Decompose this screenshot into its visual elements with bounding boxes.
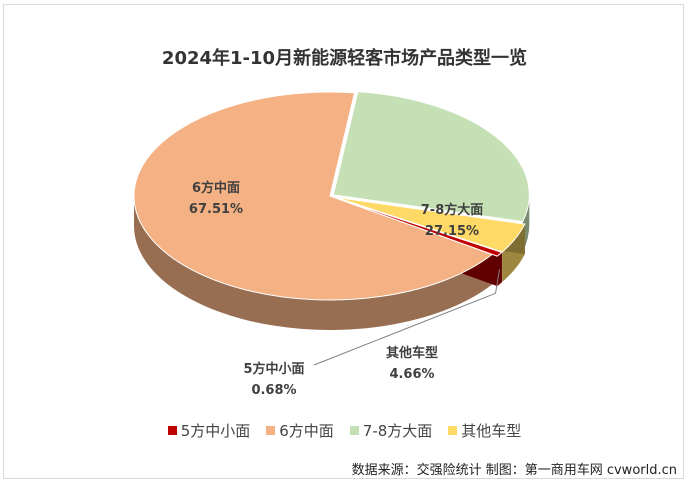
leader-line-1 — [313, 269, 501, 366]
data-label-value-4: 4.66% — [389, 367, 434, 382]
source-note: 数据来源：交强险统计 制图：第一商用车网 cvworld.cn — [351, 463, 677, 478]
legend-swatch-2 — [266, 426, 276, 435]
data-label-category-1: 5方中小面 — [243, 361, 304, 377]
data-label-value-3: 27.15% — [425, 224, 479, 239]
chart-legend: 5方中小面 6方中面 7-8方大面 其他车型 — [0, 420, 689, 441]
legend-label-2: 6方中面 — [279, 422, 334, 440]
legend-label-3: 7-8方大面 — [362, 422, 433, 440]
legend-item-4: 其他车型 — [448, 420, 521, 441]
pie-slice-3 — [332, 91, 530, 223]
legend-item-1: 5方中小面 — [167, 420, 251, 441]
data-label-category-3: 7-8方大面 — [421, 202, 484, 218]
data-label-value-1: 0.68% — [251, 383, 296, 398]
legend-item-2: 6方中面 — [266, 420, 334, 441]
legend-item-3: 7-8方大面 — [349, 420, 433, 441]
pie-slice-4 — [335, 196, 526, 253]
legend-swatch-4 — [448, 426, 458, 435]
legend-label-4: 其他车型 — [461, 422, 522, 440]
chart-title: 2024年1-10月新能源轻客市场产品类型一览 — [161, 48, 528, 69]
legend-label-1: 5方中小面 — [180, 422, 251, 440]
data-label-category-4: 其他车型 — [386, 345, 438, 361]
legend-swatch-1 — [167, 426, 177, 435]
pie-slice-2 — [133, 91, 494, 301]
pie-slice-1 — [334, 197, 503, 257]
data-label-value-2: 67.51% — [189, 202, 243, 217]
legend-swatch-3 — [349, 426, 359, 435]
data-label-category-2: 6方中面 — [192, 180, 240, 196]
pie-slice-side-2 — [134, 196, 493, 331]
